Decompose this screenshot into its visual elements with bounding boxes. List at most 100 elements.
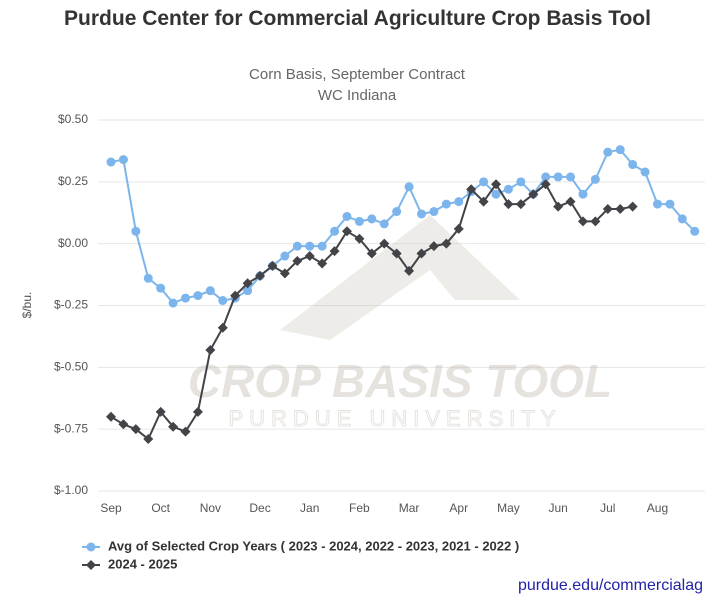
- point: [379, 238, 390, 249]
- x-tick-label: Jul: [600, 501, 615, 515]
- point: [615, 145, 625, 155]
- point: [329, 246, 340, 257]
- point: [478, 196, 489, 207]
- point: [404, 265, 415, 276]
- point: [367, 214, 377, 224]
- point: [416, 248, 427, 259]
- y-tick-label: $-0.50: [54, 360, 88, 374]
- point: [317, 258, 328, 269]
- x-tick-label: Jan: [300, 501, 319, 515]
- point: [341, 226, 352, 237]
- point: [566, 172, 576, 182]
- point: [366, 248, 377, 259]
- point: [677, 214, 687, 224]
- point: [429, 207, 439, 217]
- legend-label: Avg of Selected Crop Years ( 2023 - 2024…: [108, 538, 519, 553]
- point: [106, 157, 116, 167]
- point: [205, 345, 216, 356]
- point: [640, 167, 650, 177]
- point: [441, 199, 451, 209]
- point: [466, 184, 477, 195]
- point: [106, 411, 116, 422]
- point: [627, 201, 638, 212]
- point: [565, 196, 576, 207]
- legend-label: 2024 - 2025: [108, 556, 177, 571]
- point: [541, 172, 551, 182]
- point: [491, 179, 502, 190]
- point: [181, 293, 191, 303]
- y-tick-label: $0.50: [58, 112, 88, 126]
- point: [503, 184, 513, 194]
- point: [230, 290, 241, 301]
- point: [602, 204, 613, 215]
- point: [479, 177, 489, 187]
- chart-title: Purdue Center for Commercial Agriculture…: [64, 7, 651, 30]
- point: [342, 211, 352, 221]
- point: [305, 241, 315, 251]
- point: [180, 426, 191, 437]
- point: [553, 201, 564, 212]
- x-tick-label: May: [497, 501, 520, 515]
- footer-link[interactable]: purdue.edu/commercialag: [518, 577, 703, 594]
- point: [304, 251, 315, 262]
- point: [205, 286, 215, 296]
- point: [279, 268, 290, 279]
- y-tick-label: $0.00: [58, 236, 88, 250]
- subtitle: WC Indiana: [318, 87, 397, 104]
- point: [155, 406, 166, 417]
- y-tick-label: $-0.25: [54, 298, 88, 312]
- watermark-text: CROP BASIS TOOL: [188, 355, 612, 407]
- point: [615, 204, 626, 215]
- point: [218, 296, 228, 306]
- point: [441, 238, 452, 249]
- point: [491, 189, 501, 199]
- x-tick-label: Dec: [249, 501, 270, 515]
- legend-marker: [86, 542, 96, 552]
- y-tick-label: $0.25: [58, 174, 88, 188]
- point: [242, 278, 253, 289]
- x-tick-label: Feb: [349, 501, 370, 515]
- point: [193, 291, 203, 301]
- point: [292, 255, 303, 266]
- point: [690, 226, 700, 236]
- point: [255, 270, 266, 281]
- point: [168, 298, 178, 308]
- point: [515, 199, 526, 210]
- point: [577, 216, 588, 227]
- point: [603, 147, 613, 157]
- point: [590, 174, 600, 184]
- point: [628, 160, 638, 170]
- point: [131, 226, 141, 236]
- series: [106, 145, 700, 308]
- point: [652, 199, 662, 209]
- x-tick-label: Oct: [151, 501, 170, 515]
- point: [528, 189, 539, 200]
- grid: [98, 119, 705, 492]
- point: [330, 226, 340, 236]
- point: [243, 286, 253, 296]
- point: [118, 155, 128, 165]
- y-tick-label: $-1.00: [54, 483, 88, 497]
- point: [143, 434, 154, 445]
- series: [106, 179, 638, 445]
- watermark-text: PURDUE UNIVERSITY: [228, 406, 561, 431]
- legend-marker: [86, 560, 96, 570]
- x-tick-label: Mar: [399, 501, 420, 515]
- point: [404, 182, 414, 192]
- point: [391, 248, 402, 259]
- subtitle: Corn Basis, September Contract: [249, 66, 466, 83]
- point: [217, 322, 228, 333]
- point: [354, 233, 365, 244]
- point: [503, 199, 514, 210]
- point: [590, 216, 601, 227]
- x-tick-label: Jun: [548, 501, 567, 515]
- x-tick-label: Apr: [449, 501, 468, 515]
- point: [578, 189, 588, 199]
- point: [192, 406, 203, 417]
- point: [540, 179, 551, 190]
- point: [292, 241, 302, 251]
- point: [143, 273, 153, 283]
- point: [553, 172, 563, 182]
- watermark-logo: [280, 215, 520, 340]
